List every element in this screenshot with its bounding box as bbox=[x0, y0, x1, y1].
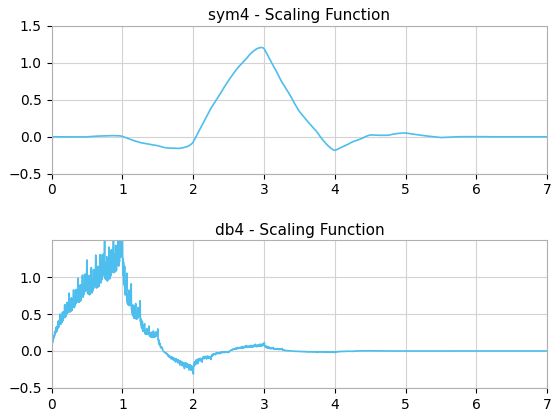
Title: sym4 - Scaling Function: sym4 - Scaling Function bbox=[208, 8, 390, 24]
Title: db4 - Scaling Function: db4 - Scaling Function bbox=[214, 223, 384, 237]
